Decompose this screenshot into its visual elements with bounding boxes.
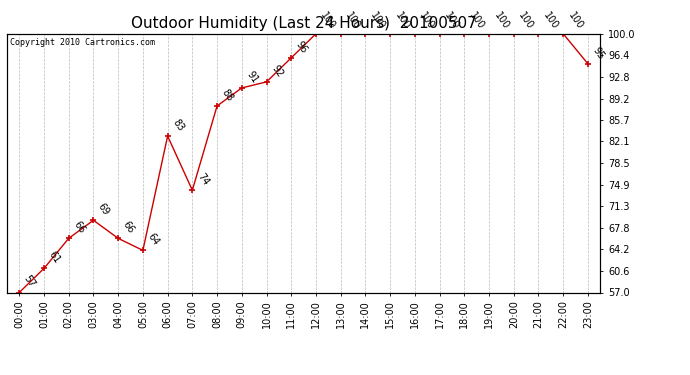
Text: 100: 100 <box>393 10 412 31</box>
Text: 100: 100 <box>344 10 362 31</box>
Text: 100: 100 <box>467 10 486 31</box>
Text: 88: 88 <box>220 87 235 103</box>
Text: 61: 61 <box>47 250 62 266</box>
Text: 95: 95 <box>591 45 606 61</box>
Text: Copyright 2010 Cartronics.com: Copyright 2010 Cartronics.com <box>10 38 155 46</box>
Text: 66: 66 <box>72 220 87 236</box>
Text: 92: 92 <box>269 63 284 79</box>
Text: 66: 66 <box>121 220 136 236</box>
Text: 100: 100 <box>442 10 461 31</box>
Text: 100: 100 <box>417 10 436 31</box>
Title: Outdoor Humidity (Last 24 Hours)  20100507: Outdoor Humidity (Last 24 Hours) 2010050… <box>130 16 477 31</box>
Text: 100: 100 <box>368 10 387 31</box>
Text: 74: 74 <box>195 171 210 188</box>
Text: 100: 100 <box>566 10 584 31</box>
Text: 96: 96 <box>294 39 309 55</box>
Text: 100: 100 <box>492 10 511 31</box>
Text: 91: 91 <box>244 69 259 85</box>
Text: 83: 83 <box>170 117 186 133</box>
Text: 100: 100 <box>541 10 560 31</box>
Text: 57: 57 <box>22 274 37 290</box>
Text: 69: 69 <box>96 202 111 217</box>
Text: 100: 100 <box>517 10 535 31</box>
Text: 100: 100 <box>319 10 337 31</box>
Text: 64: 64 <box>146 232 161 248</box>
